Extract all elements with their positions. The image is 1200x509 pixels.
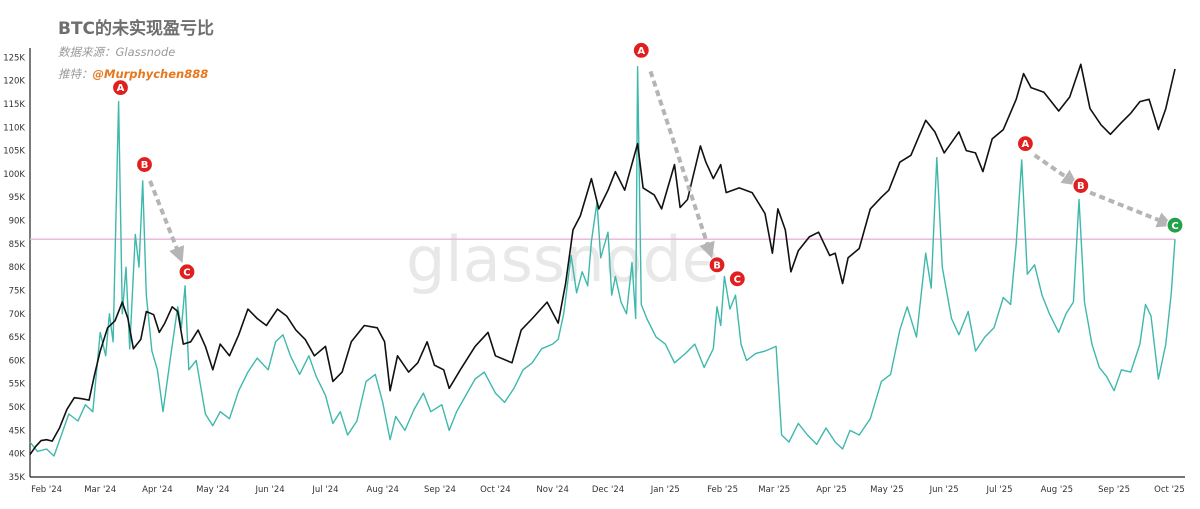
page-title: BTC的未实现盈亏比 — [58, 19, 215, 39]
y-tick-label: 125K — [3, 53, 25, 63]
annotation-marker-c: C — [1166, 216, 1184, 234]
y-tick-label: 80K — [9, 263, 26, 273]
svg-text:B: B — [141, 160, 149, 171]
y-tick-label: 55K — [9, 380, 26, 390]
svg-text:C: C — [1171, 221, 1178, 232]
author-note: 推特：@Murphychen888 — [58, 66, 208, 82]
ratio-series-line — [29, 66, 1176, 457]
y-tick-label: 120K — [3, 77, 25, 87]
x-tick-label: Aug '25 — [1041, 485, 1073, 495]
annotation-marker-a: A — [1016, 134, 1035, 153]
annotation-marker-c: C — [728, 270, 746, 288]
price-series-line — [29, 63, 1176, 456]
svg-text:B: B — [713, 260, 721, 271]
y-tick-label: 115K — [3, 100, 25, 110]
y-tick-label: 95K — [9, 193, 26, 203]
x-tick-label: Jul '25 — [985, 485, 1012, 495]
trend-arrow — [648, 70, 715, 259]
trend-arrow — [148, 180, 185, 263]
x-tick-label: Sep '24 — [424, 485, 456, 495]
svg-text:C: C — [734, 274, 741, 285]
y-tick-label: 90K — [9, 217, 26, 227]
x-tick-label: Jun '24 — [255, 485, 285, 495]
x-tick-label: Feb '25 — [707, 485, 738, 495]
annotation-marker-b: B — [1072, 176, 1090, 195]
x-tick-label: Mar '24 — [84, 485, 116, 495]
x-tick-label: Nov '24 — [536, 485, 568, 495]
x-tick-label: Mar '25 — [758, 485, 790, 495]
y-tick-label: 40K — [9, 450, 26, 460]
svg-text:C: C — [183, 267, 190, 278]
y-tick-label: 105K — [3, 147, 25, 157]
svg-text:A: A — [117, 83, 125, 94]
x-tick-label: Feb '24 — [31, 485, 62, 495]
x-tick-label: Apr '24 — [142, 485, 173, 495]
y-tick-label: 60K — [9, 356, 26, 366]
y-tick-label: 65K — [9, 333, 26, 343]
author-prefix: 推特： — [58, 67, 93, 81]
y-tick-label: 35K — [9, 473, 26, 483]
x-tick-label: Aug '24 — [367, 485, 399, 495]
y-tick-label: 110K — [3, 123, 25, 133]
x-tick-label: Oct '24 — [480, 485, 511, 495]
y-tick-label: 50K — [9, 403, 26, 413]
annotation-marker-a: A — [632, 41, 650, 59]
y-tick-label: 85K — [9, 240, 26, 250]
source-note: 数据来源：Glassnode — [58, 45, 176, 59]
trend-arrow — [1033, 153, 1079, 186]
svg-text:A: A — [1022, 139, 1030, 150]
x-tick-label: Oct '25 — [1154, 485, 1185, 495]
author-handle[interactable]: @Murphychen888 — [92, 67, 209, 81]
x-tick-label: May '25 — [870, 485, 903, 495]
y-tick-label: 75K — [9, 286, 26, 296]
annotation-marker-a: A — [111, 79, 130, 97]
x-tick-label: Sep '25 — [1098, 485, 1130, 495]
watermark: glassnode — [406, 223, 720, 296]
y-tick-label: 45K — [9, 426, 26, 436]
y-tick-label: 100K — [3, 170, 25, 180]
trend-arrow — [1089, 190, 1174, 228]
annotation-marker-b: B — [135, 155, 154, 174]
x-tick-label: May '24 — [196, 485, 229, 495]
x-tick-label: Apr '25 — [816, 485, 847, 495]
svg-text:B: B — [1077, 181, 1085, 192]
x-tick-label: Jan '25 — [650, 485, 680, 495]
x-tick-label: Dec '24 — [592, 485, 624, 495]
y-tick-label: 70K — [9, 310, 26, 320]
x-tick-label: Jun '25 — [929, 485, 959, 495]
svg-text:A: A — [637, 46, 645, 57]
x-tick-label: Jul '24 — [311, 485, 338, 495]
annotation-marker-b: B — [708, 256, 726, 274]
annotation-marker-c: C — [178, 263, 196, 281]
